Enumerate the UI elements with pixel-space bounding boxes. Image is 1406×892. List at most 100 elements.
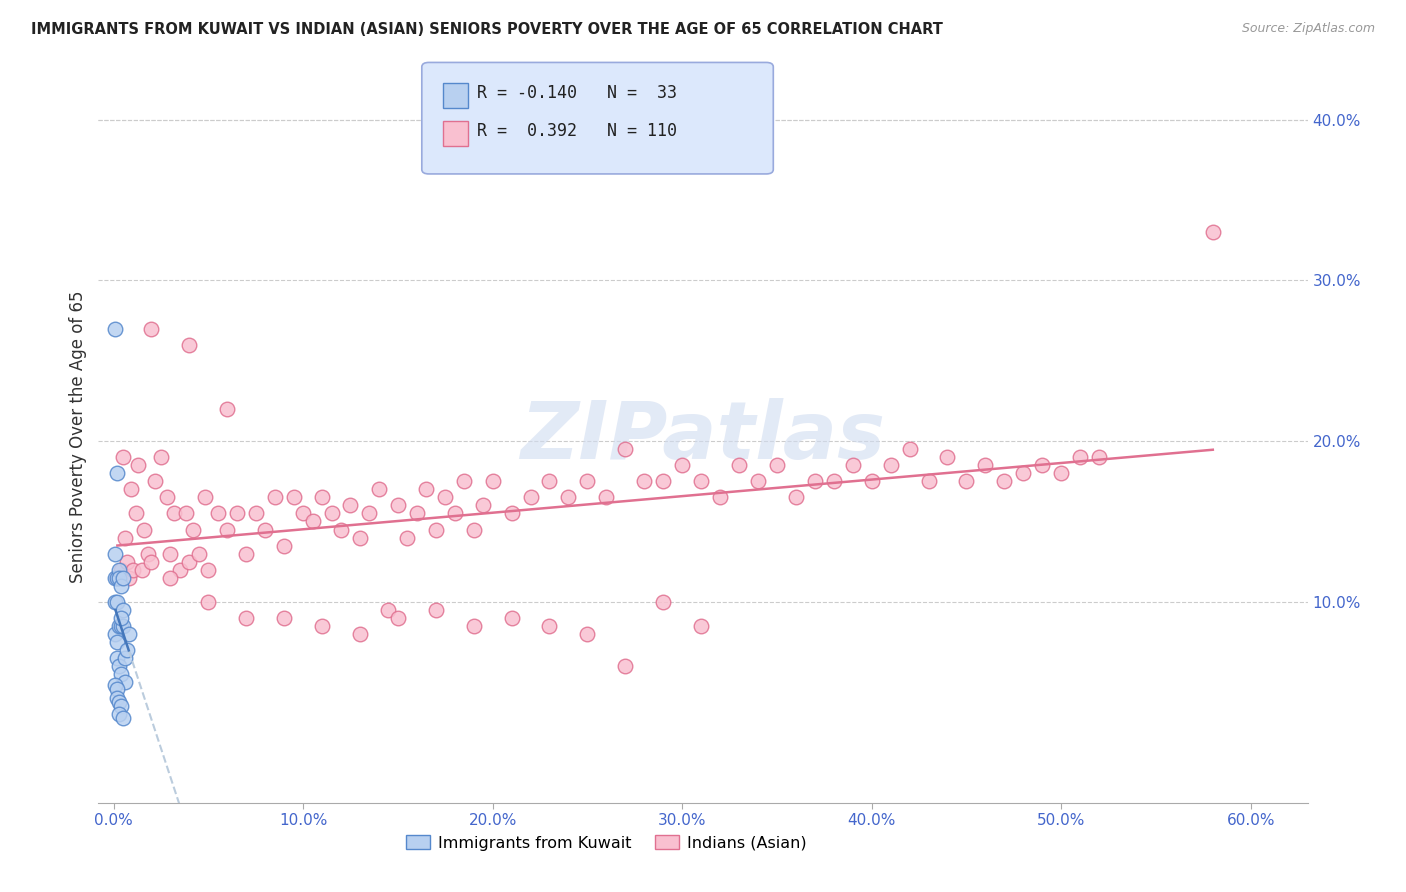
Point (159, 571, 181, 585)
Point (114, 531, 136, 545)
Point (841, 458, 863, 473)
Point (193, 491, 215, 505)
Point (235, 611, 257, 625)
Point (405, 507, 427, 521)
Point (115, 555, 138, 569)
Point (311, 619, 333, 633)
Point (396, 531, 419, 545)
Point (273, 611, 295, 625)
Point (105, 651, 128, 665)
Point (179, 555, 201, 569)
Point (472, 499, 495, 513)
Point (110, 699, 132, 714)
Point (181, 523, 204, 537)
Point (860, 475, 883, 489)
Text: Source: ZipAtlas.com: Source: ZipAtlas.com (1241, 22, 1375, 36)
Point (156, 491, 179, 505)
Y-axis label: Seniors Poverty Over the Age of 65: Seniors Poverty Over the Age of 65 (69, 291, 87, 583)
Point (595, 491, 617, 505)
Point (1202, 225, 1225, 239)
Point (263, 491, 285, 505)
Point (359, 507, 381, 521)
Point (481, 475, 503, 489)
Point (125, 507, 148, 521)
Point (321, 507, 343, 521)
Point (163, 507, 186, 521)
Point (463, 523, 485, 537)
Point (709, 491, 731, 505)
Point (104, 627, 127, 641)
Point (387, 611, 409, 625)
Point (104, 678, 127, 692)
Point (501, 507, 523, 521)
Point (136, 547, 159, 561)
Point (217, 523, 239, 537)
Point (425, 603, 447, 617)
Point (141, 321, 163, 335)
Point (112, 450, 135, 465)
Point (112, 571, 135, 585)
Point (110, 563, 132, 577)
Point (443, 507, 465, 521)
Point (105, 571, 128, 585)
Point (614, 442, 637, 457)
Point (114, 651, 136, 665)
Point (804, 475, 827, 489)
Point (245, 507, 267, 521)
Point (132, 523, 155, 537)
Point (377, 603, 399, 617)
Point (993, 475, 1015, 489)
Point (105, 571, 128, 585)
Point (283, 491, 305, 505)
Point (1069, 450, 1091, 465)
Point (108, 563, 131, 577)
Point (112, 619, 135, 633)
Point (415, 483, 437, 497)
Point (974, 458, 997, 473)
Point (519, 491, 541, 505)
Point (104, 547, 127, 561)
Point (387, 499, 409, 513)
Point (538, 619, 561, 633)
Text: R =  0.392   N = 110: R = 0.392 N = 110 (477, 122, 676, 140)
Point (955, 475, 977, 489)
Point (120, 483, 142, 497)
Point (187, 547, 209, 561)
Point (1088, 450, 1111, 465)
Point (110, 619, 132, 633)
Point (118, 571, 141, 585)
Point (112, 710, 135, 724)
Point (339, 499, 361, 513)
Point (169, 563, 191, 577)
Point (121, 563, 143, 577)
Point (785, 491, 807, 505)
Point (1050, 467, 1073, 481)
Point (235, 547, 257, 561)
Point (105, 635, 128, 649)
Point (174, 507, 197, 521)
Point (118, 627, 141, 641)
Point (105, 467, 128, 481)
Point (254, 523, 277, 537)
Point (273, 539, 295, 553)
Point (127, 458, 149, 473)
Point (104, 321, 127, 335)
Point (453, 475, 475, 489)
Point (112, 603, 135, 617)
Point (434, 491, 457, 505)
Point (149, 450, 172, 465)
Point (652, 475, 675, 489)
Point (108, 571, 131, 585)
Point (105, 595, 128, 609)
Point (292, 507, 315, 521)
Point (114, 675, 136, 690)
Point (728, 458, 751, 473)
Point (105, 691, 128, 706)
Point (225, 507, 247, 521)
Point (747, 475, 769, 489)
Point (197, 563, 219, 577)
Point (108, 659, 131, 673)
Text: ZIPatlas: ZIPatlas (520, 398, 886, 476)
Point (425, 523, 447, 537)
Point (576, 475, 599, 489)
